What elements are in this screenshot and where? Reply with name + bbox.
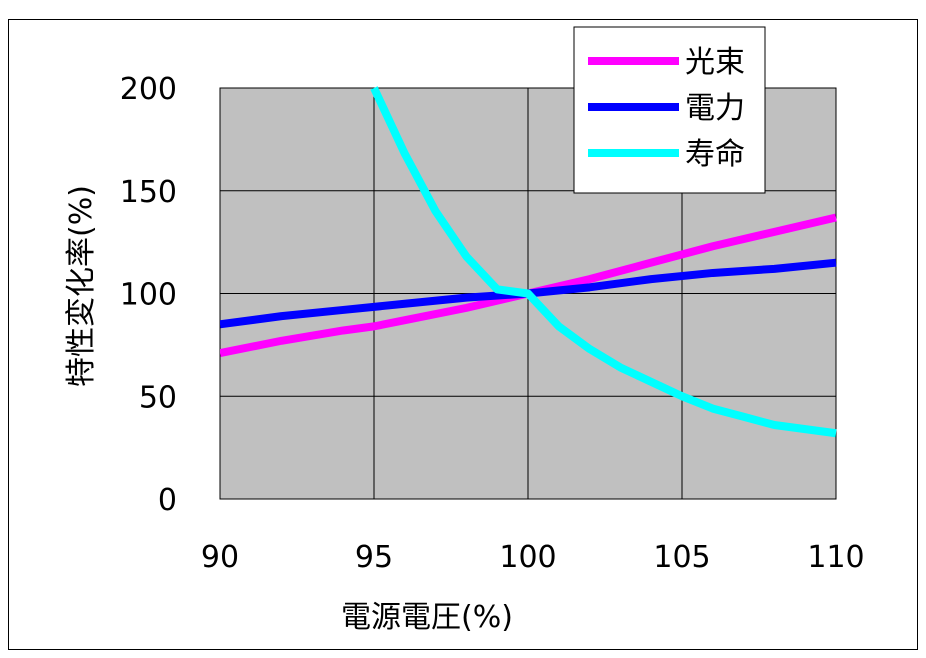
x-tick-label: 95 [355,540,393,575]
x-axis-title: 電源電圧(%) [341,600,513,635]
y-tick-label: 50 [139,380,177,415]
y-tick-label: 200 [120,72,177,107]
x-tick-label: 110 [807,540,864,575]
y-tick-label: 100 [120,278,177,313]
y-axis-title: 特性変化率(%) [64,185,99,387]
legend-label: 寿命 [685,137,745,172]
x-tick-label: 100 [499,540,556,575]
line-chart: 0 50 100 150 200 90 95 100 105 110 電源電圧(%) 特性変化率… [64,26,865,635]
y-tick-label: 0 [158,483,177,518]
legend-label: 光束 [685,45,745,80]
series-line-光束 [220,213,837,358]
x-tick-label: 90 [201,540,239,575]
series-line-寿命 [370,86,837,438]
chart-frame: 0 50 100 150 200 90 95 100 105 110 電源電圧(%) 特性変化率… [8,19,918,650]
y-tick-label: 150 [120,175,177,210]
x-tick-label: 105 [653,540,710,575]
legend-label: 電力 [685,91,745,126]
